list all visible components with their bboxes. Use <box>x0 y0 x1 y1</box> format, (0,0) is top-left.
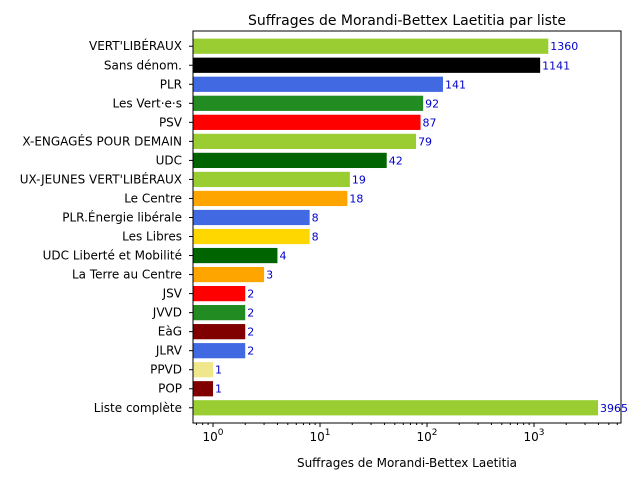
category-label: Les Libres <box>122 230 182 244</box>
bar <box>193 228 310 245</box>
value-label: 1 <box>215 364 222 377</box>
bar <box>193 343 246 359</box>
x-tick-label: 100 <box>203 428 224 444</box>
bar <box>193 190 348 207</box>
bar <box>193 209 310 226</box>
bar <box>193 324 246 340</box>
value-label: 92 <box>425 97 439 110</box>
x-tick-label: 101 <box>310 428 331 444</box>
bar <box>193 400 599 416</box>
category-label: UDC Liberté et Mobilité <box>43 249 182 263</box>
value-label: 87 <box>423 116 437 129</box>
bar <box>193 362 214 378</box>
category-label: Sans dénom. <box>104 58 182 72</box>
bars <box>193 38 599 416</box>
value-label: 2 <box>247 288 254 301</box>
value-label: 79 <box>418 135 432 148</box>
value-label: 8 <box>312 231 319 244</box>
category-label: PSV <box>159 115 183 129</box>
plot-frame <box>192 30 622 424</box>
value-label: 4 <box>279 250 286 263</box>
bar <box>193 76 443 92</box>
bar <box>193 247 278 264</box>
category-label: PPVD <box>150 363 182 377</box>
value-label: 2 <box>247 326 254 339</box>
category-label: PLR <box>160 77 182 91</box>
category-label: Les Vert·e·s <box>113 96 183 110</box>
bar <box>193 285 246 302</box>
bar <box>193 266 265 283</box>
category-label: UX-JEUNES VERT'LIBÉRAUX <box>20 171 182 186</box>
x-tick-label: 102 <box>417 428 438 444</box>
bar <box>193 152 387 169</box>
value-label: 19 <box>352 173 366 186</box>
bar <box>193 381 214 397</box>
category-label: UDC <box>156 153 182 167</box>
x-ticks: 100 101 102 103 <box>195 423 618 444</box>
value-label: 1 <box>215 383 222 396</box>
bar <box>193 38 549 54</box>
value-label: 1360 <box>550 40 578 53</box>
category-label: EàG <box>158 325 182 339</box>
value-label: 18 <box>349 192 363 205</box>
chart-title: Suffrages de Morandi-Bettex Laetitia par… <box>248 13 566 29</box>
value-label: 2 <box>247 307 254 320</box>
bar <box>193 95 424 111</box>
category-label: X-ENGAGÉS POUR DEMAIN <box>22 133 182 148</box>
value-label: 8 <box>312 211 319 224</box>
category-label: Le Centre <box>124 191 182 205</box>
bar <box>193 305 246 321</box>
category-label: POP <box>158 382 182 396</box>
category-label: JSV <box>162 287 183 301</box>
bar <box>193 114 421 130</box>
category-label: JLRV <box>155 344 183 358</box>
bar <box>193 133 417 149</box>
value-label: 42 <box>389 154 403 167</box>
bar <box>193 57 541 73</box>
value-label: 3 <box>266 269 273 282</box>
category-label: La Terre au Centre <box>72 268 182 282</box>
category-labels: VERT'LIBÉRAUX Sans dénom. PLR Les Vert·e·s P… <box>20 38 193 415</box>
value-label: 141 <box>445 78 466 91</box>
x-axis-label: Suffrages de Morandi-Bettex Laetitia <box>297 456 517 470</box>
category-label: Liste complète <box>94 401 182 415</box>
category-label: VERT'LIBÉRAUX <box>89 38 182 53</box>
value-label: 2 <box>247 345 254 358</box>
value-label: 1141 <box>542 59 570 72</box>
category-label: JVVD <box>152 306 182 320</box>
bar <box>193 171 350 188</box>
value-label: 3965 <box>600 402 628 415</box>
x-tick-label: 103 <box>524 428 545 444</box>
category-label: PLR.Énergie libérale <box>62 209 182 224</box>
